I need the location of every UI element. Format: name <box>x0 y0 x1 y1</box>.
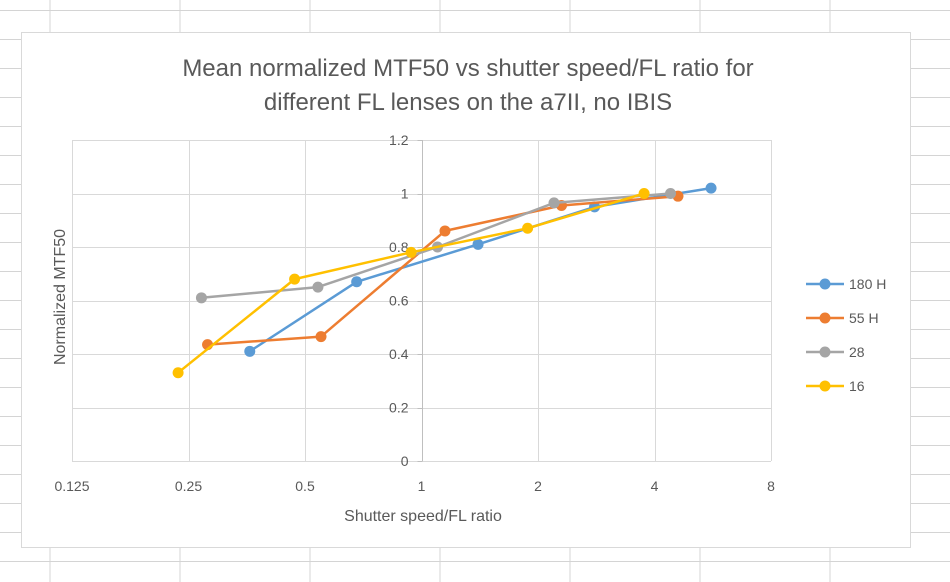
legend-entry: 180 H <box>806 276 886 292</box>
legend-label: 55 H <box>849 310 879 326</box>
y-tick-label: 1 <box>401 186 409 202</box>
y-tick-label: 0 <box>401 453 409 469</box>
series-layer <box>172 182 717 379</box>
data-point <box>244 345 256 357</box>
x-axis-ticks: 0.125 0.25 0.5 1 2 4 8 <box>54 478 775 494</box>
chart-title-line-2: different FL lenses on the a7II, no IBIS <box>264 89 672 116</box>
data-point <box>172 367 184 379</box>
legend-label: 180 H <box>849 276 886 292</box>
x-tick-label: 0.25 <box>175 478 202 494</box>
x-tick-label: 2 <box>534 478 542 494</box>
legend-entry: 28 <box>806 344 865 360</box>
chart-svg: Mean normalized MTF50 vs shutter speed/F… <box>52 55 886 525</box>
data-point <box>351 276 363 288</box>
legend-swatch-marker <box>819 346 831 358</box>
y-tick-label: 0.4 <box>389 346 409 362</box>
series-55-h <box>202 190 684 351</box>
legend-swatch-marker <box>819 312 831 324</box>
y-tick-label: 1.2 <box>389 132 409 148</box>
data-point <box>638 188 650 199</box>
x-tick-label: 8 <box>767 478 775 494</box>
series-line <box>207 194 679 346</box>
chart-title-line-1: Mean normalized MTF50 vs shutter speed/F… <box>182 55 753 82</box>
data-point <box>705 182 717 194</box>
chart-area[interactable]: Mean normalized MTF50 vs shutter speed/F… <box>21 32 911 548</box>
x-tick-label: 4 <box>651 478 659 494</box>
series-line <box>177 192 645 374</box>
series-180-h <box>244 182 717 357</box>
y-tick-label: 0.6 <box>389 293 409 309</box>
data-point <box>439 225 451 237</box>
legend-swatch-marker <box>819 278 831 290</box>
legend-entry: 16 <box>806 378 865 394</box>
y-axis-title: Normalized MTF50 <box>52 229 69 365</box>
data-point <box>472 238 484 250</box>
plot-gridlines <box>72 140 772 462</box>
data-point <box>522 222 534 234</box>
series-line <box>249 186 712 353</box>
y-axis-ticks: 0 0.2 0.4 0.6 0.8 1 1.2 <box>389 132 409 469</box>
legend-label: 16 <box>849 378 865 394</box>
x-tick-label: 0.125 <box>54 478 89 494</box>
x-tick-label: 1 <box>418 478 426 494</box>
legend-entry: 55 H <box>806 310 879 326</box>
y-tick-label: 0.2 <box>389 400 409 416</box>
x-tick-label: 0.5 <box>295 478 315 494</box>
data-point <box>312 281 324 293</box>
y-tick-label: 0.8 <box>389 239 409 255</box>
series-16 <box>172 188 650 379</box>
data-point <box>289 273 301 285</box>
legend: 180 H 55 H 28 16 <box>806 276 886 394</box>
data-point <box>315 331 327 343</box>
data-point <box>405 246 417 258</box>
data-point <box>665 188 677 199</box>
legend-label: 28 <box>849 344 865 360</box>
data-point <box>548 197 560 209</box>
x-axis-title: Shutter speed/FL ratio <box>344 508 502 525</box>
legend-swatch-marker <box>819 380 831 392</box>
data-point <box>195 292 207 304</box>
